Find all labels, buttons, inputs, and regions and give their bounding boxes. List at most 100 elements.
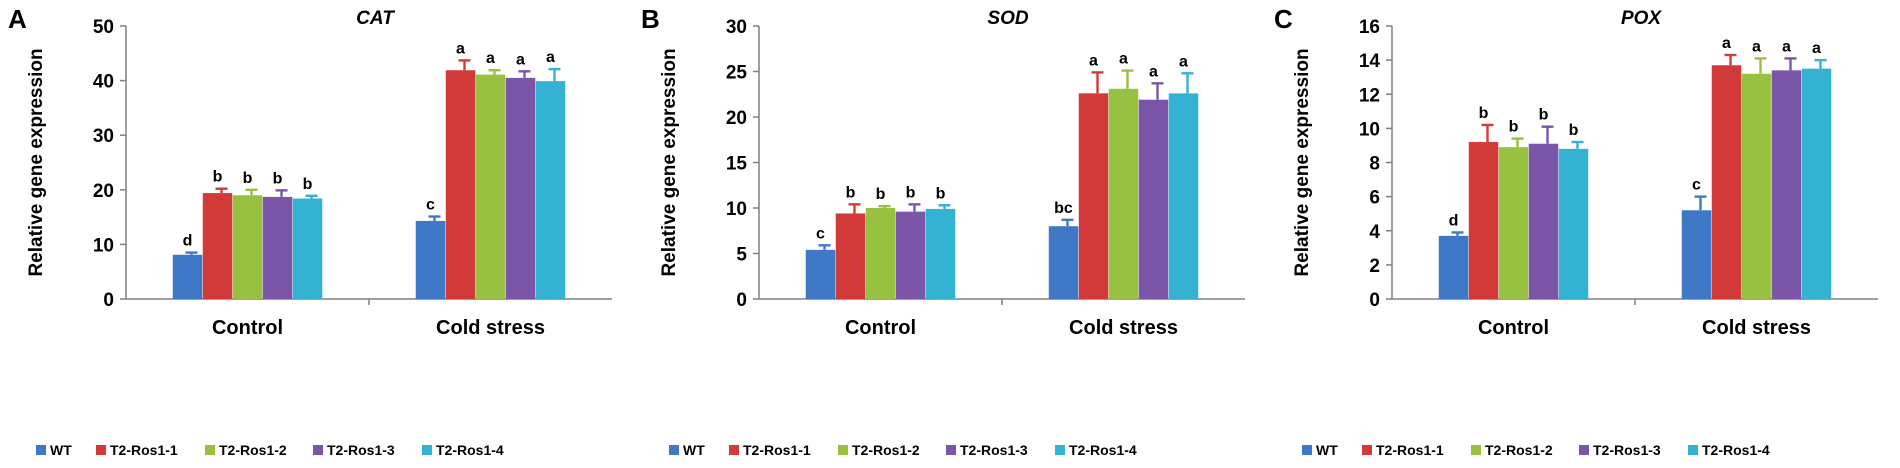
bar-t2-ros1-2-cold-stress <box>1741 73 1772 300</box>
y-axis-label: Relative gene expression <box>659 48 680 276</box>
category-label-control: Control <box>845 317 916 339</box>
bar-group: a <box>535 49 566 300</box>
bar-wt-cold-stress <box>1681 210 1712 299</box>
significance-label: c <box>816 225 825 242</box>
bar-group: a <box>1168 53 1199 299</box>
legend-label-wt: WT <box>1316 442 1338 458</box>
bar-t2-ros1-2-control <box>865 208 896 299</box>
significance-label: b <box>846 184 856 201</box>
legend-swatch-wt <box>36 445 46 455</box>
y-tick-label: 30 <box>726 17 747 38</box>
bar-t2-ros1-4-control <box>292 198 323 299</box>
bar-group: b <box>1558 122 1589 299</box>
significance-label: b <box>243 170 253 187</box>
bar-wt-cold-stress <box>1048 226 1079 299</box>
y-tick-label: 20 <box>726 108 747 129</box>
legend-swatch-t2-ros1-1 <box>729 445 739 455</box>
bar-group: b <box>262 170 293 299</box>
significance-label: a <box>486 50 495 67</box>
y-tick-label: 0 <box>103 290 114 311</box>
bar-group: b <box>1498 119 1529 299</box>
significance-label: b <box>213 169 223 186</box>
y-tick-label: 12 <box>1359 85 1380 106</box>
significance-label: a <box>1752 38 1761 55</box>
y-tick-label: 25 <box>726 63 748 84</box>
significance-label: bc <box>1054 200 1073 217</box>
bar-t2-ros1-3-cold-stress <box>505 77 536 300</box>
bar-t2-ros1-3-cold-stress <box>1138 99 1169 300</box>
bar-t2-ros1-1-cold-stress <box>1711 65 1742 300</box>
bar-t2-ros1-2-control <box>1498 147 1529 299</box>
significance-label: a <box>1179 53 1188 70</box>
category-label-control: Control <box>212 317 283 339</box>
bar-group: d <box>1438 212 1469 299</box>
legend-label-t2-ros1-1: T2-Ros1-1 <box>1376 442 1444 458</box>
significance-label: b <box>303 176 313 193</box>
panel-label-b: B <box>641 4 660 34</box>
bar-group: b <box>835 184 866 299</box>
y-tick-label: 6 <box>1369 188 1380 209</box>
bar-group: a <box>475 50 506 300</box>
category-label-cold-stress: Cold stress <box>1069 317 1178 339</box>
bar-group: c <box>805 225 836 299</box>
bar-group: c <box>1681 177 1712 299</box>
bar-group: b <box>202 169 233 299</box>
significance-label: a <box>516 51 525 68</box>
category-label-cold-stress: Cold stress <box>1702 317 1811 339</box>
category-label-cold-stress: Cold stress <box>436 317 545 339</box>
significance-label: b <box>1569 122 1579 139</box>
bar-group: c <box>415 197 446 299</box>
legend-swatch-t2-ros1-3 <box>946 445 956 455</box>
panel-cat: A CAT Relative gene expression 0 10 20 30 40 50 C… <box>0 0 633 468</box>
chart-cat: A CAT Relative gene expression 0 10 20 30 40 50 C… <box>8 4 612 458</box>
bar-group: a <box>1711 35 1742 300</box>
significance-label: a <box>1722 35 1731 52</box>
legend-swatch-wt <box>669 445 679 455</box>
bar-t2-ros1-1-control <box>1468 142 1499 299</box>
bar-group: b <box>1468 105 1499 299</box>
chart-pox: C POX Relative gene expression 0 2 4 6 8 10 12 14 1… <box>1274 4 1878 458</box>
y-tick-label: 14 <box>1359 51 1381 72</box>
chart-title: SOD <box>987 8 1028 29</box>
legend-label-t2-ros1-3: T2-Ros1-3 <box>1593 442 1661 458</box>
significance-label: b <box>273 170 283 187</box>
significance-label: a <box>1119 51 1128 68</box>
legend-label-t2-ros1-3: T2-Ros1-3 <box>327 442 395 458</box>
legend-label-t2-ros1-2: T2-Ros1-2 <box>1485 442 1553 458</box>
significance-label: a <box>1089 52 1098 69</box>
bar-t2-ros1-1-cold-stress <box>1078 93 1109 299</box>
bar-group: a <box>1138 63 1169 300</box>
bar-wt-control <box>805 249 836 299</box>
legend-label-t2-ros1-3: T2-Ros1-3 <box>960 442 1028 458</box>
legend-label-t2-ros1-2: T2-Ros1-2 <box>852 442 920 458</box>
legend-label-t2-ros1-4: T2-Ros1-4 <box>1702 442 1770 458</box>
significance-label: b <box>876 186 886 203</box>
bar-t2-ros1-4-cold-stress <box>535 81 566 300</box>
significance-label: c <box>1692 177 1701 194</box>
y-tick-label: 8 <box>1369 154 1380 175</box>
legend-swatch-wt <box>1302 445 1312 455</box>
bar-group: b <box>232 170 263 299</box>
bar-t2-ros1-4-cold-stress <box>1168 93 1199 299</box>
legend-swatch-t2-ros1-2 <box>1471 445 1481 455</box>
bar-group: a <box>445 40 476 299</box>
legend-label-t2-ros1-1: T2-Ros1-1 <box>110 442 178 458</box>
legend-swatch-t2-ros1-3 <box>1579 445 1589 455</box>
significance-label: d <box>183 233 193 250</box>
significance-label: b <box>906 184 916 201</box>
significance-label: a <box>1149 63 1158 80</box>
bar-group: a <box>1741 38 1772 300</box>
legend-label-t2-ros1-2: T2-Ros1-2 <box>219 442 287 458</box>
bar-group: a <box>1078 52 1109 299</box>
bar-wt-cold-stress <box>415 220 446 299</box>
bar-t2-ros1-1-control <box>835 213 866 299</box>
bar-t2-ros1-4-cold-stress <box>1801 68 1832 299</box>
chart-sod: B SOD Relative gene expression 0 5 10 15 20 25 30… <box>641 4 1245 458</box>
y-tick-label: 40 <box>93 72 114 93</box>
y-tick-label: 50 <box>93 17 114 38</box>
chart-title: CAT <box>356 8 395 29</box>
panel-label-a: A <box>8 4 27 34</box>
significance-label: d <box>1449 212 1459 229</box>
bar-group: b <box>1528 107 1559 299</box>
